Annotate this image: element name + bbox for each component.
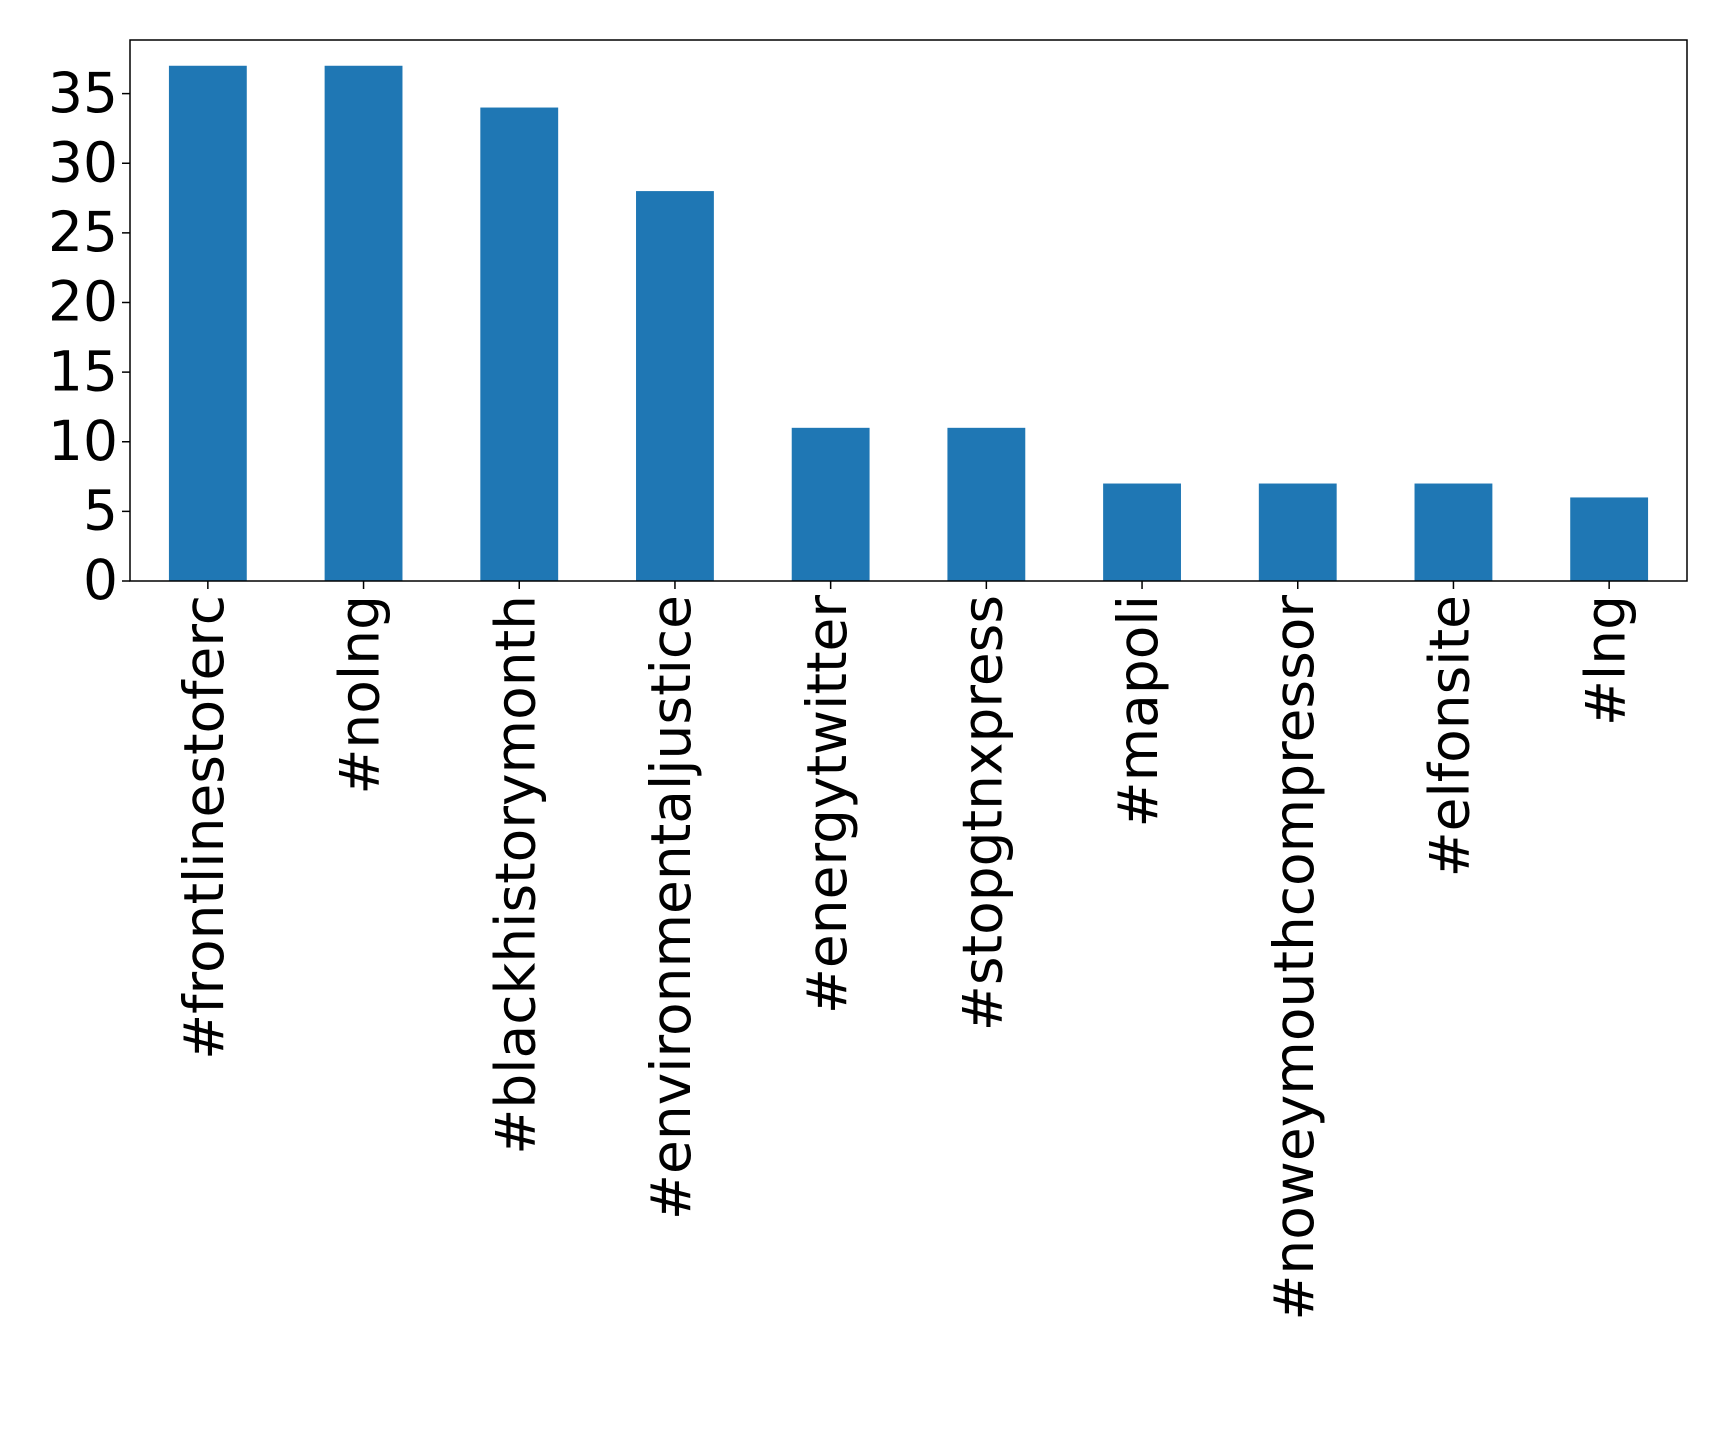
bar bbox=[1570, 497, 1649, 581]
bar bbox=[1414, 483, 1493, 581]
bar bbox=[168, 65, 247, 581]
x-tick-label: #mapoli bbox=[1106, 595, 1170, 828]
y-tick-label: 15 bbox=[48, 339, 118, 403]
bar bbox=[1103, 483, 1181, 581]
x-tick-label: #noweymouthcompressor bbox=[1262, 595, 1326, 1321]
y-tick-label: 0 bbox=[83, 548, 118, 612]
x-tick-label: #blackhistorymonth bbox=[483, 595, 547, 1155]
bar bbox=[947, 427, 1026, 581]
x-tick-label: #nolng bbox=[328, 595, 392, 795]
bar bbox=[636, 191, 714, 581]
x-tick-label: #energytwitter bbox=[795, 595, 859, 1015]
y-tick-label: 35 bbox=[48, 61, 118, 125]
y-tick-label: 5 bbox=[83, 479, 118, 543]
plot-frame bbox=[129, 39, 1688, 582]
bar bbox=[324, 65, 403, 581]
bar bbox=[1258, 483, 1337, 581]
bar bbox=[791, 427, 870, 581]
bar bbox=[480, 107, 559, 581]
y-tick-label: 20 bbox=[48, 270, 118, 334]
x-tick-label: #lng bbox=[1573, 595, 1637, 726]
x-tick-label: #elfonsite bbox=[1418, 595, 1482, 877]
x-tick-label: #frontlinestoferc bbox=[172, 595, 236, 1060]
x-tick-label: #stopgtnxpress bbox=[950, 595, 1014, 1031]
y-tick-label: 10 bbox=[48, 409, 118, 473]
y-tick-label: 30 bbox=[48, 130, 118, 194]
x-tick-label: #environmentaljustice bbox=[639, 595, 703, 1220]
y-tick-label: 25 bbox=[48, 200, 118, 264]
